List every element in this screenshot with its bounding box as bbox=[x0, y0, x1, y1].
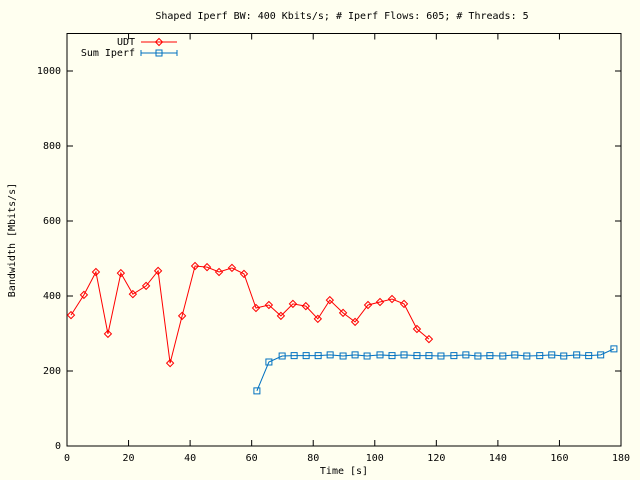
data-point bbox=[91, 267, 101, 277]
plot-border bbox=[66, 33, 622, 447]
data-point bbox=[363, 352, 371, 360]
y-tick-label: 600 bbox=[43, 216, 61, 227]
data-point bbox=[511, 351, 519, 359]
data-point bbox=[462, 351, 470, 359]
data-point bbox=[424, 334, 434, 344]
data-point bbox=[79, 290, 89, 300]
legend-marker bbox=[155, 49, 163, 57]
data-point bbox=[326, 351, 334, 359]
chart-title: Shaped Iperf BW: 400 Kbits/s; # Iperf Fl… bbox=[155, 11, 528, 22]
data-point bbox=[425, 352, 433, 360]
legend-marker bbox=[154, 37, 164, 47]
data-point bbox=[450, 352, 458, 360]
data-point bbox=[399, 299, 409, 309]
data-point bbox=[387, 294, 397, 304]
data-point bbox=[597, 351, 605, 359]
data-point bbox=[560, 352, 568, 360]
data-point bbox=[153, 266, 163, 276]
data-point bbox=[474, 352, 482, 360]
data-point bbox=[499, 352, 507, 360]
data-point bbox=[375, 297, 385, 307]
data-point bbox=[573, 351, 581, 359]
data-point bbox=[338, 308, 348, 318]
series-line bbox=[70, 265, 430, 364]
y-tick-label: 0 bbox=[55, 441, 61, 452]
data-point bbox=[313, 314, 323, 324]
data-point bbox=[363, 300, 373, 310]
data-point bbox=[165, 358, 175, 368]
x-tick-label: 100 bbox=[366, 453, 384, 464]
data-point bbox=[314, 352, 322, 360]
data-point bbox=[376, 351, 384, 359]
y-tick-label: 400 bbox=[43, 291, 61, 302]
data-point bbox=[302, 352, 310, 360]
data-point bbox=[190, 261, 200, 271]
legend-label: Sum Iperf bbox=[81, 48, 135, 59]
data-point bbox=[325, 295, 335, 305]
x-tick-label: 120 bbox=[427, 453, 445, 464]
data-point bbox=[214, 267, 224, 277]
data-point bbox=[66, 310, 76, 320]
data-point bbox=[585, 352, 593, 360]
series-line bbox=[256, 348, 615, 392]
x-tick-label: 60 bbox=[246, 453, 258, 464]
data-point bbox=[141, 281, 151, 291]
data-point bbox=[288, 299, 298, 309]
data-point bbox=[251, 303, 261, 313]
data-point bbox=[339, 352, 347, 360]
x-tick-label: 40 bbox=[184, 453, 196, 464]
legend-label: UDT bbox=[117, 37, 135, 48]
data-point bbox=[239, 269, 249, 279]
data-point bbox=[351, 351, 359, 359]
y-tick-label: 200 bbox=[43, 366, 61, 377]
x-tick-label: 160 bbox=[550, 453, 568, 464]
data-point bbox=[227, 263, 237, 273]
data-point bbox=[128, 289, 138, 299]
data-point bbox=[400, 351, 408, 359]
data-point bbox=[301, 301, 311, 311]
data-point bbox=[388, 352, 396, 360]
data-point bbox=[610, 345, 618, 353]
data-point bbox=[116, 268, 126, 278]
data-point bbox=[548, 351, 556, 359]
data-point bbox=[437, 352, 445, 360]
data-point bbox=[412, 324, 422, 334]
data-point bbox=[265, 358, 273, 366]
x-tick-label: 140 bbox=[489, 453, 507, 464]
data-point bbox=[278, 352, 286, 360]
y-tick-label: 1000 bbox=[37, 66, 61, 77]
x-tick-label: 80 bbox=[307, 453, 319, 464]
data-point bbox=[253, 387, 261, 395]
data-point bbox=[486, 352, 494, 360]
data-point bbox=[290, 352, 298, 360]
data-point bbox=[276, 311, 286, 321]
x-axis-label: Time [s] bbox=[320, 466, 368, 477]
data-point bbox=[523, 352, 531, 360]
data-point bbox=[264, 300, 274, 310]
x-tick-label: 0 bbox=[64, 453, 70, 464]
data-point bbox=[202, 262, 212, 272]
y-tick-label: 800 bbox=[43, 141, 61, 152]
data-point bbox=[177, 311, 187, 321]
x-tick-label: 180 bbox=[612, 453, 630, 464]
data-point bbox=[103, 329, 113, 339]
data-point bbox=[350, 317, 360, 327]
y-axis-label: Bandwidth [Mbits/s] bbox=[7, 183, 18, 297]
data-point bbox=[536, 352, 544, 360]
data-point bbox=[413, 352, 421, 360]
x-tick-label: 20 bbox=[123, 453, 135, 464]
